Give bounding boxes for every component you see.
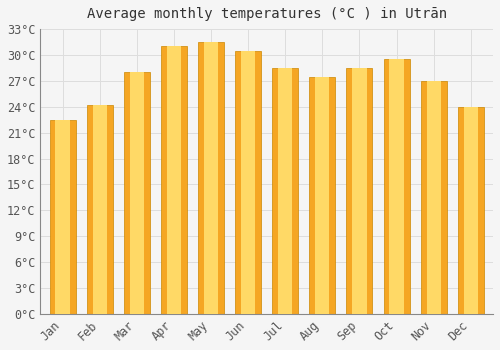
Bar bbox=[310, 77, 336, 314]
Bar bbox=[124, 72, 150, 314]
Title: Average monthly temperatures (°C ) in Utrān: Average monthly temperatures (°C ) in Ut… bbox=[86, 7, 446, 21]
Bar bbox=[235, 51, 261, 314]
Bar bbox=[50, 120, 76, 314]
Bar bbox=[352, 68, 366, 314]
Bar bbox=[458, 107, 484, 314]
Bar bbox=[420, 81, 446, 314]
Bar bbox=[198, 42, 224, 314]
Bar bbox=[390, 59, 404, 314]
Bar bbox=[426, 81, 441, 314]
Bar bbox=[315, 77, 330, 314]
Bar bbox=[167, 46, 181, 314]
Bar bbox=[272, 68, 298, 314]
Bar bbox=[130, 72, 144, 314]
Bar bbox=[86, 105, 113, 314]
Bar bbox=[204, 42, 218, 314]
Bar bbox=[161, 46, 187, 314]
Bar bbox=[92, 105, 107, 314]
Bar bbox=[346, 68, 372, 314]
Bar bbox=[56, 120, 70, 314]
Bar bbox=[384, 59, 409, 314]
Bar bbox=[464, 107, 478, 314]
Bar bbox=[278, 68, 292, 314]
Bar bbox=[241, 51, 256, 314]
